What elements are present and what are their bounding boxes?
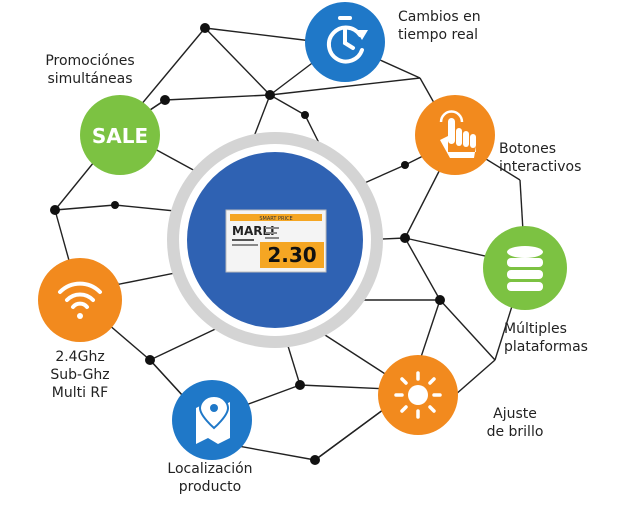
node	[295, 380, 305, 390]
tag-price: 2.30	[267, 243, 316, 267]
node	[310, 455, 320, 465]
database-icon	[507, 246, 543, 291]
timer-refresh-icon	[326, 16, 364, 64]
node	[401, 161, 409, 169]
sun-icon	[394, 371, 442, 419]
touch-hand-icon	[440, 118, 476, 158]
tap-wave	[439, 110, 464, 123]
label-location: Localización producto	[167, 461, 253, 495]
node	[265, 90, 275, 100]
wifi-icon	[58, 281, 102, 319]
node	[301, 111, 309, 119]
node	[400, 233, 410, 243]
feature-buttons	[415, 95, 495, 175]
feature-brightness	[378, 355, 458, 435]
tag-brand: MARLI	[232, 224, 275, 238]
feature-location	[172, 380, 252, 460]
center-hub: SMART PRICE MARLI 2.30	[167, 132, 383, 348]
tag-heading: SMART PRICE	[259, 216, 292, 222]
sale-badge-icon: SALE	[92, 124, 148, 148]
feature-platforms	[483, 226, 567, 310]
node	[160, 95, 170, 105]
node	[435, 295, 445, 305]
label-platforms: Múltiples plataformas	[504, 321, 588, 355]
node	[145, 355, 155, 365]
node	[200, 23, 210, 33]
price-tag: SMART PRICE MARLI 2.30	[225, 209, 327, 273]
label-radio: 2.4Ghz Sub-Ghz Multi RF	[50, 349, 110, 401]
feature-sale: SALE	[80, 95, 160, 175]
node	[111, 201, 119, 209]
node	[50, 205, 60, 215]
feature-radio	[38, 258, 122, 342]
label-realtime: Cambios en tiempo real	[398, 9, 481, 43]
feature-realtime	[305, 2, 385, 82]
label-buttons: Botones interactivos	[499, 141, 582, 175]
map-pin-icon	[196, 394, 230, 444]
label-sale: Promociónes simultáneas	[45, 53, 135, 87]
label-brightness: Ajuste de brillo	[486, 406, 544, 440]
